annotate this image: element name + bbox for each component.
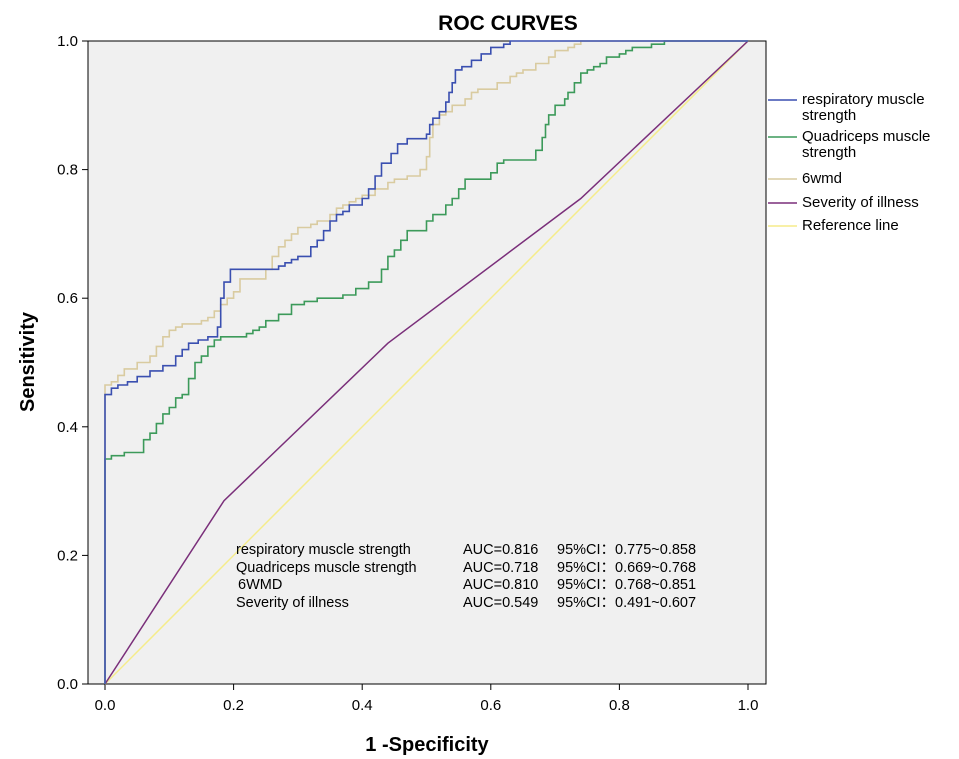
y-tick-label: 0.8 bbox=[57, 162, 78, 179]
y-axis-title: Sensitivity bbox=[17, 311, 39, 412]
y-tick-label: 0.2 bbox=[57, 547, 78, 564]
legend-label-respiratory-muscle-strength: respiratory muscle strength bbox=[802, 91, 925, 124]
annotation-auc: AUC=0.816 bbox=[463, 542, 538, 558]
series-line-quadriceps-muscle-strength bbox=[104, 40, 748, 684]
series-line-6wmd bbox=[104, 40, 748, 684]
y-tick-label: 0.6 bbox=[57, 290, 78, 307]
x-tick-label: 1.0 bbox=[738, 697, 759, 714]
series-line-reference-line bbox=[104, 40, 749, 685]
x-tick-label: 0.0 bbox=[95, 697, 116, 714]
annotation-name: 6WMD bbox=[238, 577, 282, 593]
series-line-severity-of-illness bbox=[104, 40, 749, 685]
y-tick-label: 0.0 bbox=[57, 676, 78, 693]
annotation-name: Severity of illness bbox=[236, 595, 349, 611]
annotation-auc: AUC=0.810 bbox=[463, 577, 538, 593]
legend: respiratory muscle strength Quadriceps mus… bbox=[768, 91, 930, 234]
annotation-ci: 95%CI：0.491~0.607 bbox=[557, 595, 696, 611]
x-axis-title: 1 -Specificity bbox=[365, 734, 489, 756]
annotation-auc: AUC=0.718 bbox=[463, 560, 538, 576]
x-axis: 0.0 0.2 0.4 0.6 0.8 1.0 bbox=[95, 684, 759, 714]
annotation-name: Quadriceps muscle strength bbox=[236, 560, 417, 576]
chart-title: ROC CURVES bbox=[438, 12, 578, 35]
legend-label-quadriceps-muscle-strength: Quadriceps muscle strength bbox=[802, 128, 930, 161]
y-axis: 0.0 0.2 0.4 0.6 0.8 1.0 bbox=[57, 33, 88, 693]
legend-label-6wmd: 6wmd bbox=[802, 170, 842, 187]
legend-label-severity-of-illness: Severity of illness bbox=[802, 194, 919, 211]
annotation-ci: 95%CI：0.669~0.768 bbox=[557, 560, 696, 576]
annotation-ci: 95%CI：0.775~0.858 bbox=[557, 542, 696, 558]
annotation-ci: 95%CI：0.768~0.851 bbox=[557, 577, 696, 593]
y-tick-label: 0.4 bbox=[57, 419, 78, 436]
x-tick-label: 0.2 bbox=[223, 697, 244, 714]
y-tick-label: 1.0 bbox=[57, 33, 78, 50]
annotation-auc: AUC=0.549 bbox=[463, 595, 538, 611]
legend-label-reference-line: Reference line bbox=[802, 217, 899, 234]
x-tick-label: 0.8 bbox=[609, 697, 630, 714]
x-tick-label: 0.4 bbox=[352, 697, 373, 714]
series-line-respiratory-muscle-strength bbox=[104, 40, 748, 684]
x-tick-label: 0.6 bbox=[480, 697, 501, 714]
series-layer bbox=[104, 40, 749, 685]
annotation-name: respiratory muscle strength bbox=[236, 542, 411, 558]
auc-annotations: respiratory muscle strength AUC=0.816 95%C… bbox=[236, 542, 696, 611]
